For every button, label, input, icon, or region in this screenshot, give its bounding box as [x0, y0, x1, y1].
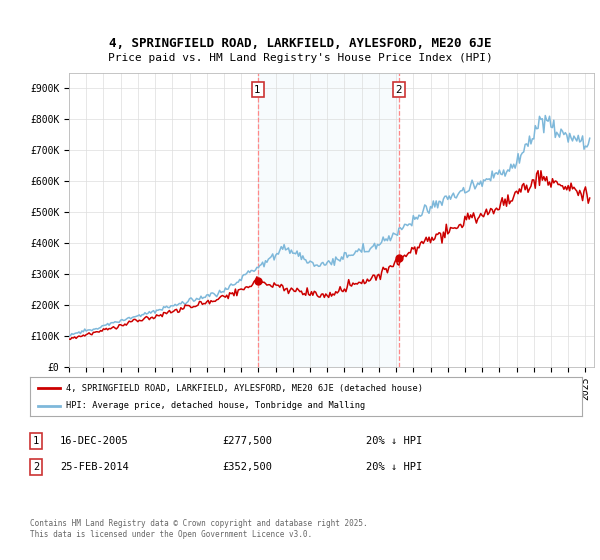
Text: 20% ↓ HPI: 20% ↓ HPI — [366, 462, 422, 472]
Text: £352,500: £352,500 — [222, 462, 272, 472]
Text: 25-FEB-2014: 25-FEB-2014 — [60, 462, 129, 472]
Text: 4, SPRINGFIELD ROAD, LARKFIELD, AYLESFORD, ME20 6JE: 4, SPRINGFIELD ROAD, LARKFIELD, AYLESFOR… — [109, 37, 491, 50]
Text: £277,500: £277,500 — [222, 436, 272, 446]
Text: 1: 1 — [254, 85, 261, 95]
Text: 16-DEC-2005: 16-DEC-2005 — [60, 436, 129, 446]
Bar — [257, 73, 398, 367]
Text: 20% ↓ HPI: 20% ↓ HPI — [366, 436, 422, 446]
Text: HPI: Average price, detached house, Tonbridge and Malling: HPI: Average price, detached house, Tonb… — [66, 402, 365, 410]
Text: 2: 2 — [33, 462, 39, 472]
Text: Price paid vs. HM Land Registry's House Price Index (HPI): Price paid vs. HM Land Registry's House … — [107, 53, 493, 63]
Text: 2: 2 — [395, 85, 402, 95]
Text: 1: 1 — [33, 436, 39, 446]
Text: Contains HM Land Registry data © Crown copyright and database right 2025.
This d: Contains HM Land Registry data © Crown c… — [30, 520, 368, 539]
Text: 4, SPRINGFIELD ROAD, LARKFIELD, AYLESFORD, ME20 6JE (detached house): 4, SPRINGFIELD ROAD, LARKFIELD, AYLESFOR… — [66, 384, 423, 393]
